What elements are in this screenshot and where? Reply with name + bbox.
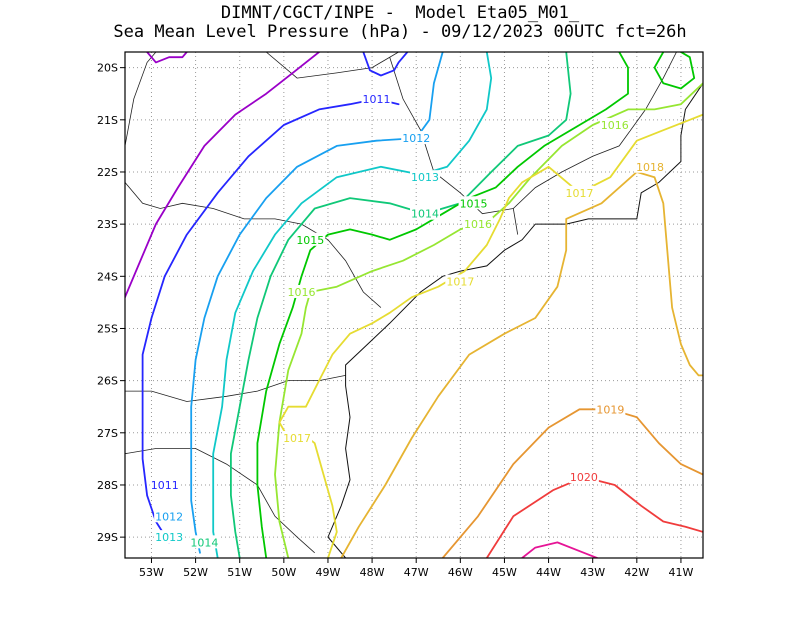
isobar-1018 <box>340 171 703 558</box>
isobar-label-bg <box>154 509 185 523</box>
isobar-label: 1012 <box>155 510 183 523</box>
isobar-label: 1018 <box>636 161 664 174</box>
isobar-label-bg <box>410 170 441 184</box>
x-tick-label: 50W <box>271 566 296 579</box>
isobar-label-bg <box>462 217 493 231</box>
x-tick-label: 51W <box>227 566 252 579</box>
isobar-1011 <box>141 98 400 544</box>
isobar-1010 <box>146 52 188 64</box>
isobar-1016 <box>274 82 703 558</box>
isobar-label-bg <box>401 131 432 145</box>
isobar-label: 1020 <box>570 471 598 484</box>
x-tick-label: 47W <box>404 566 429 579</box>
isobar-1019 <box>441 408 703 558</box>
isobar-1017 <box>278 113 703 558</box>
isobars <box>125 52 703 558</box>
isobar-label-bg <box>149 477 180 491</box>
state-border <box>389 52 677 215</box>
isobar-label: 1014 <box>190 536 218 549</box>
isobar-label-bg <box>286 284 317 298</box>
isobar-label-bg <box>568 470 599 484</box>
title-line-1: DIMNT/CGCT/INPE - Model Eta05_M01_ <box>220 3 580 23</box>
y-tick-label: 28S <box>97 479 118 492</box>
x-tick-label: 45W <box>492 566 517 579</box>
isobar-1021 <box>521 541 598 558</box>
isobar-label: 1011 <box>362 93 390 106</box>
x-tick-label: 42W <box>624 566 649 579</box>
x-tick-label: 53W <box>139 566 164 579</box>
isobar-label: 1012 <box>402 132 430 145</box>
isobar-label-bg <box>154 530 185 544</box>
isobar-1010 <box>125 52 320 299</box>
isobar-1015 <box>653 52 696 90</box>
isobar-1014 <box>230 52 572 558</box>
isobar-1015 <box>256 52 629 558</box>
isobar-1020 <box>485 476 703 558</box>
state-border <box>265 52 399 79</box>
isobar-label-bg <box>282 431 313 445</box>
isobar-label: 1015 <box>296 234 324 247</box>
isobar-label: 1013 <box>155 531 183 544</box>
y-tick-label: 27S <box>97 427 118 440</box>
title-line-2: Sea Mean Level Pressure (hPa) - 09/12/20… <box>113 22 687 42</box>
x-tick-label: 44W <box>536 566 561 579</box>
y-tick-label: 26S <box>97 375 118 388</box>
state-border <box>125 182 382 308</box>
isobar-label-bg <box>189 535 220 549</box>
isobar-label: 1017 <box>446 276 474 289</box>
y-tick-label: 22S <box>97 166 118 179</box>
isobar-label: 1016 <box>601 119 629 132</box>
x-tick-label: 48W <box>360 566 385 579</box>
isobar-label-bg <box>410 206 441 220</box>
isobar-labels: 1011 1011 1012 1012 1013 1013 1014 1014 1015 1015… <box>149 91 666 549</box>
x-tick-label: 46W <box>448 566 473 579</box>
isobar-label: 1019 <box>596 403 624 416</box>
x-tick-label: 49W <box>316 566 341 579</box>
isobar-label-bg <box>458 196 489 210</box>
isobar-1011 <box>362 52 409 77</box>
y-tick-label: 21S <box>97 114 118 127</box>
isobar-label: 1013 <box>411 171 439 184</box>
chart-title: DIMNT/CGCT/INPE - Model Eta05_M01_ Sea M… <box>0 4 800 42</box>
state-border <box>125 375 346 402</box>
isobar-label: 1014 <box>411 208 439 221</box>
x-tick-label: 41W <box>669 566 694 579</box>
axis-ticks: 53W 52W 51W 50W 49W 48W 47W 46W 45W 44W 43W 42W 41W 2… <box>97 62 693 579</box>
x-tick-label: 52W <box>183 566 208 579</box>
y-tick-label: 24S <box>97 270 118 283</box>
isobar-label-bg <box>445 274 476 288</box>
isobar-label: 1017 <box>565 187 593 200</box>
state-border <box>512 208 519 235</box>
isobar-label: 1015 <box>460 197 488 210</box>
x-tick-label: 43W <box>580 566 605 579</box>
isobar-label: 1011 <box>151 479 179 492</box>
state-border <box>125 52 157 146</box>
isobar-label-bg <box>564 185 595 199</box>
isobar-label-bg <box>599 118 630 132</box>
state-border <box>125 448 315 554</box>
y-tick-label: 25S <box>97 322 118 335</box>
plot-frame <box>124 51 704 559</box>
y-tick-label: 20S <box>97 62 118 75</box>
isobar-1013 <box>212 52 493 558</box>
grid-lines <box>125 52 703 558</box>
isobar-label-bg <box>635 159 666 173</box>
isobar-label-bg <box>361 91 392 105</box>
isobar-label-bg <box>295 232 326 246</box>
y-tick-label: 23S <box>97 218 118 231</box>
isobar-label: 1017 <box>283 432 311 445</box>
isobar-label-bg <box>595 402 626 416</box>
y-tick-label: 29S <box>97 531 118 544</box>
isobar-label: 1016 <box>464 218 492 231</box>
isobar-label: 1016 <box>287 286 315 299</box>
coastline <box>327 83 703 558</box>
